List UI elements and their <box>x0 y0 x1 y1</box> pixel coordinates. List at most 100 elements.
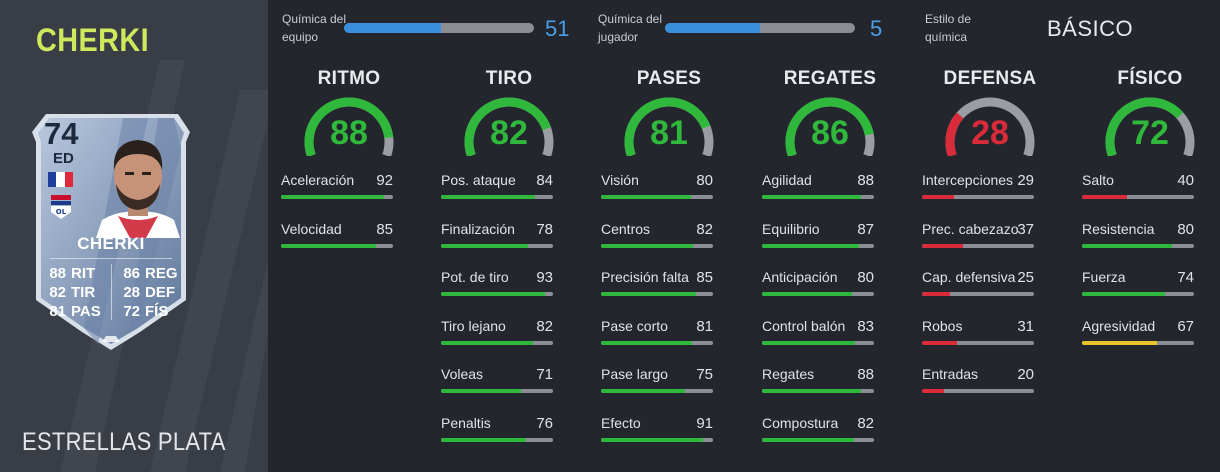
category-title: TIRO <box>485 68 533 89</box>
chemistry-style-value[interactable]: BÁSICO <box>1047 16 1134 41</box>
attribute-bar-fill <box>1082 292 1165 296</box>
attribute-bar-fill <box>762 243 860 248</box>
attribute-name: Finalización <box>441 220 515 237</box>
attribute-name: Robos <box>922 317 963 334</box>
attribute-bar <box>281 195 393 199</box>
attribute-row: Pase largo 75 <box>601 366 713 396</box>
attribute-value: 82 <box>696 220 713 238</box>
attribute-value: 93 <box>536 269 553 286</box>
attribute-name: Salto <box>1082 172 1114 188</box>
attribute-bar-fill <box>922 292 950 296</box>
attribute-name: Prec. cabezazo <box>922 220 1019 237</box>
attribute-bar <box>601 292 713 296</box>
attribute-bar <box>1082 292 1194 296</box>
attribute-value: 88 <box>857 172 874 189</box>
svg-text:OL: OL <box>56 208 67 216</box>
attribute-bar <box>762 243 874 248</box>
attribute-value: 74 <box>1177 269 1194 286</box>
attribute-value: 92 <box>376 172 393 189</box>
attribute-bar <box>762 389 874 393</box>
category-value: 88 <box>330 114 368 152</box>
attribute-name: Intercepciones <box>922 172 1014 188</box>
attribute-row: Equilibrio 87 <box>762 221 874 251</box>
gauge-fill <box>304 97 394 156</box>
attribute-bar <box>1082 195 1194 199</box>
attribute-row: Centros 82 <box>601 221 713 251</box>
attribute-name: Pos. ataque <box>441 172 516 188</box>
attribute-bar-fill <box>601 243 693 248</box>
attribute-bar-fill <box>601 292 697 296</box>
attribute-row: Penaltis 76 <box>441 415 553 445</box>
attribute-bar-fill <box>441 389 521 393</box>
attribute-row: Efecto 91 <box>601 415 713 445</box>
attribute-bar <box>441 292 553 296</box>
attribute-bar-fill <box>922 389 945 393</box>
attribute-row: Compostura 82 <box>762 415 874 445</box>
attribute-row: Voleas 71 <box>441 366 553 396</box>
attribute-bar <box>441 243 553 248</box>
gauge-fill <box>624 97 711 156</box>
attribute-row: Agilidad 88 <box>762 172 874 202</box>
attribute-name: Efecto <box>601 414 641 431</box>
attribute-value: 37 <box>1017 220 1034 238</box>
attribute-row: Velocidad 85 <box>281 221 393 251</box>
attribute-bar-fill <box>441 437 527 442</box>
attribute-name: Entradas <box>922 366 979 382</box>
france-flag-icon <box>48 172 73 187</box>
card-stat: 88 RIT <box>49 265 96 282</box>
category-title: DEFENSA <box>943 68 1037 89</box>
attribute-bar-fill <box>1082 243 1172 248</box>
gauge-fill <box>464 97 551 156</box>
attribute-value: 91 <box>696 414 713 432</box>
attribute-row: Entradas 20 <box>922 366 1034 396</box>
attribute-value: 80 <box>696 172 713 189</box>
card-rating: 74 <box>44 116 79 151</box>
attribute-value: 88 <box>857 366 874 383</box>
card-stat: 72 FÍS <box>123 303 169 320</box>
category-title: RITMO <box>317 68 381 89</box>
attribute-value: 84 <box>536 172 553 189</box>
attribute-value: 81 <box>696 317 713 335</box>
category-gauge <box>945 97 1035 156</box>
attribute-row: Regates 88 <box>762 366 874 396</box>
attribute-name: Visión <box>601 172 639 188</box>
card-stat: 86 REG <box>123 265 178 282</box>
category-gauge <box>1105 97 1195 156</box>
card-player-name: CHERKI <box>77 234 145 253</box>
gauge-fill <box>1105 97 1184 156</box>
attribute-row: Salto 40 <box>1082 172 1194 202</box>
attribute-row: Control balón 83 <box>762 318 874 348</box>
attribute-row: Precisión falta 85 <box>601 269 713 299</box>
category-title: FÍSICO <box>1117 68 1183 89</box>
attribute-bar-fill <box>762 195 861 199</box>
attribute-value: 29 <box>1017 172 1034 189</box>
attribute-name: Agilidad <box>762 172 812 188</box>
category-value: 72 <box>1131 114 1169 152</box>
attribute-bar-fill <box>601 340 692 345</box>
team-chemistry-label: Química del equipo <box>282 12 347 44</box>
attribute-value: 67 <box>1177 317 1194 335</box>
attribute-row: Anticipación 80 <box>762 269 874 299</box>
attribute-bar-fill <box>922 195 955 199</box>
attribute-bar-fill <box>281 195 385 199</box>
attribute-value: 78 <box>536 220 553 238</box>
attribute-row: Intercepciones 29 <box>922 172 1034 202</box>
attribute-bar-fill <box>441 195 536 199</box>
attribute-name: Pot. de tiro <box>441 269 509 285</box>
attribute-bar-fill <box>1082 340 1158 345</box>
attribute-name: Compostura <box>762 414 839 431</box>
attribute-bar-fill <box>281 243 377 248</box>
attribute-row: Fuerza 74 <box>1082 269 1194 299</box>
attribute-value: 76 <box>536 414 553 432</box>
attribute-value: 80 <box>1177 220 1194 238</box>
attribute-bar-fill <box>922 243 964 248</box>
attribute-row: Aceleración 92 <box>281 172 393 202</box>
attribute-value: 85 <box>376 220 393 238</box>
attribute-bar-fill <box>762 340 855 345</box>
attribute-row: Resistencia 80 <box>1082 221 1194 251</box>
attribute-row: Pase corto 81 <box>601 318 713 348</box>
card-stats-divider <box>111 264 112 320</box>
player-card[interactable]: 74 ED OL CHERKI 88 RIT 86 REG <box>28 110 194 354</box>
attribute-bar <box>601 243 713 248</box>
club-crest-icon: OL <box>51 195 71 219</box>
